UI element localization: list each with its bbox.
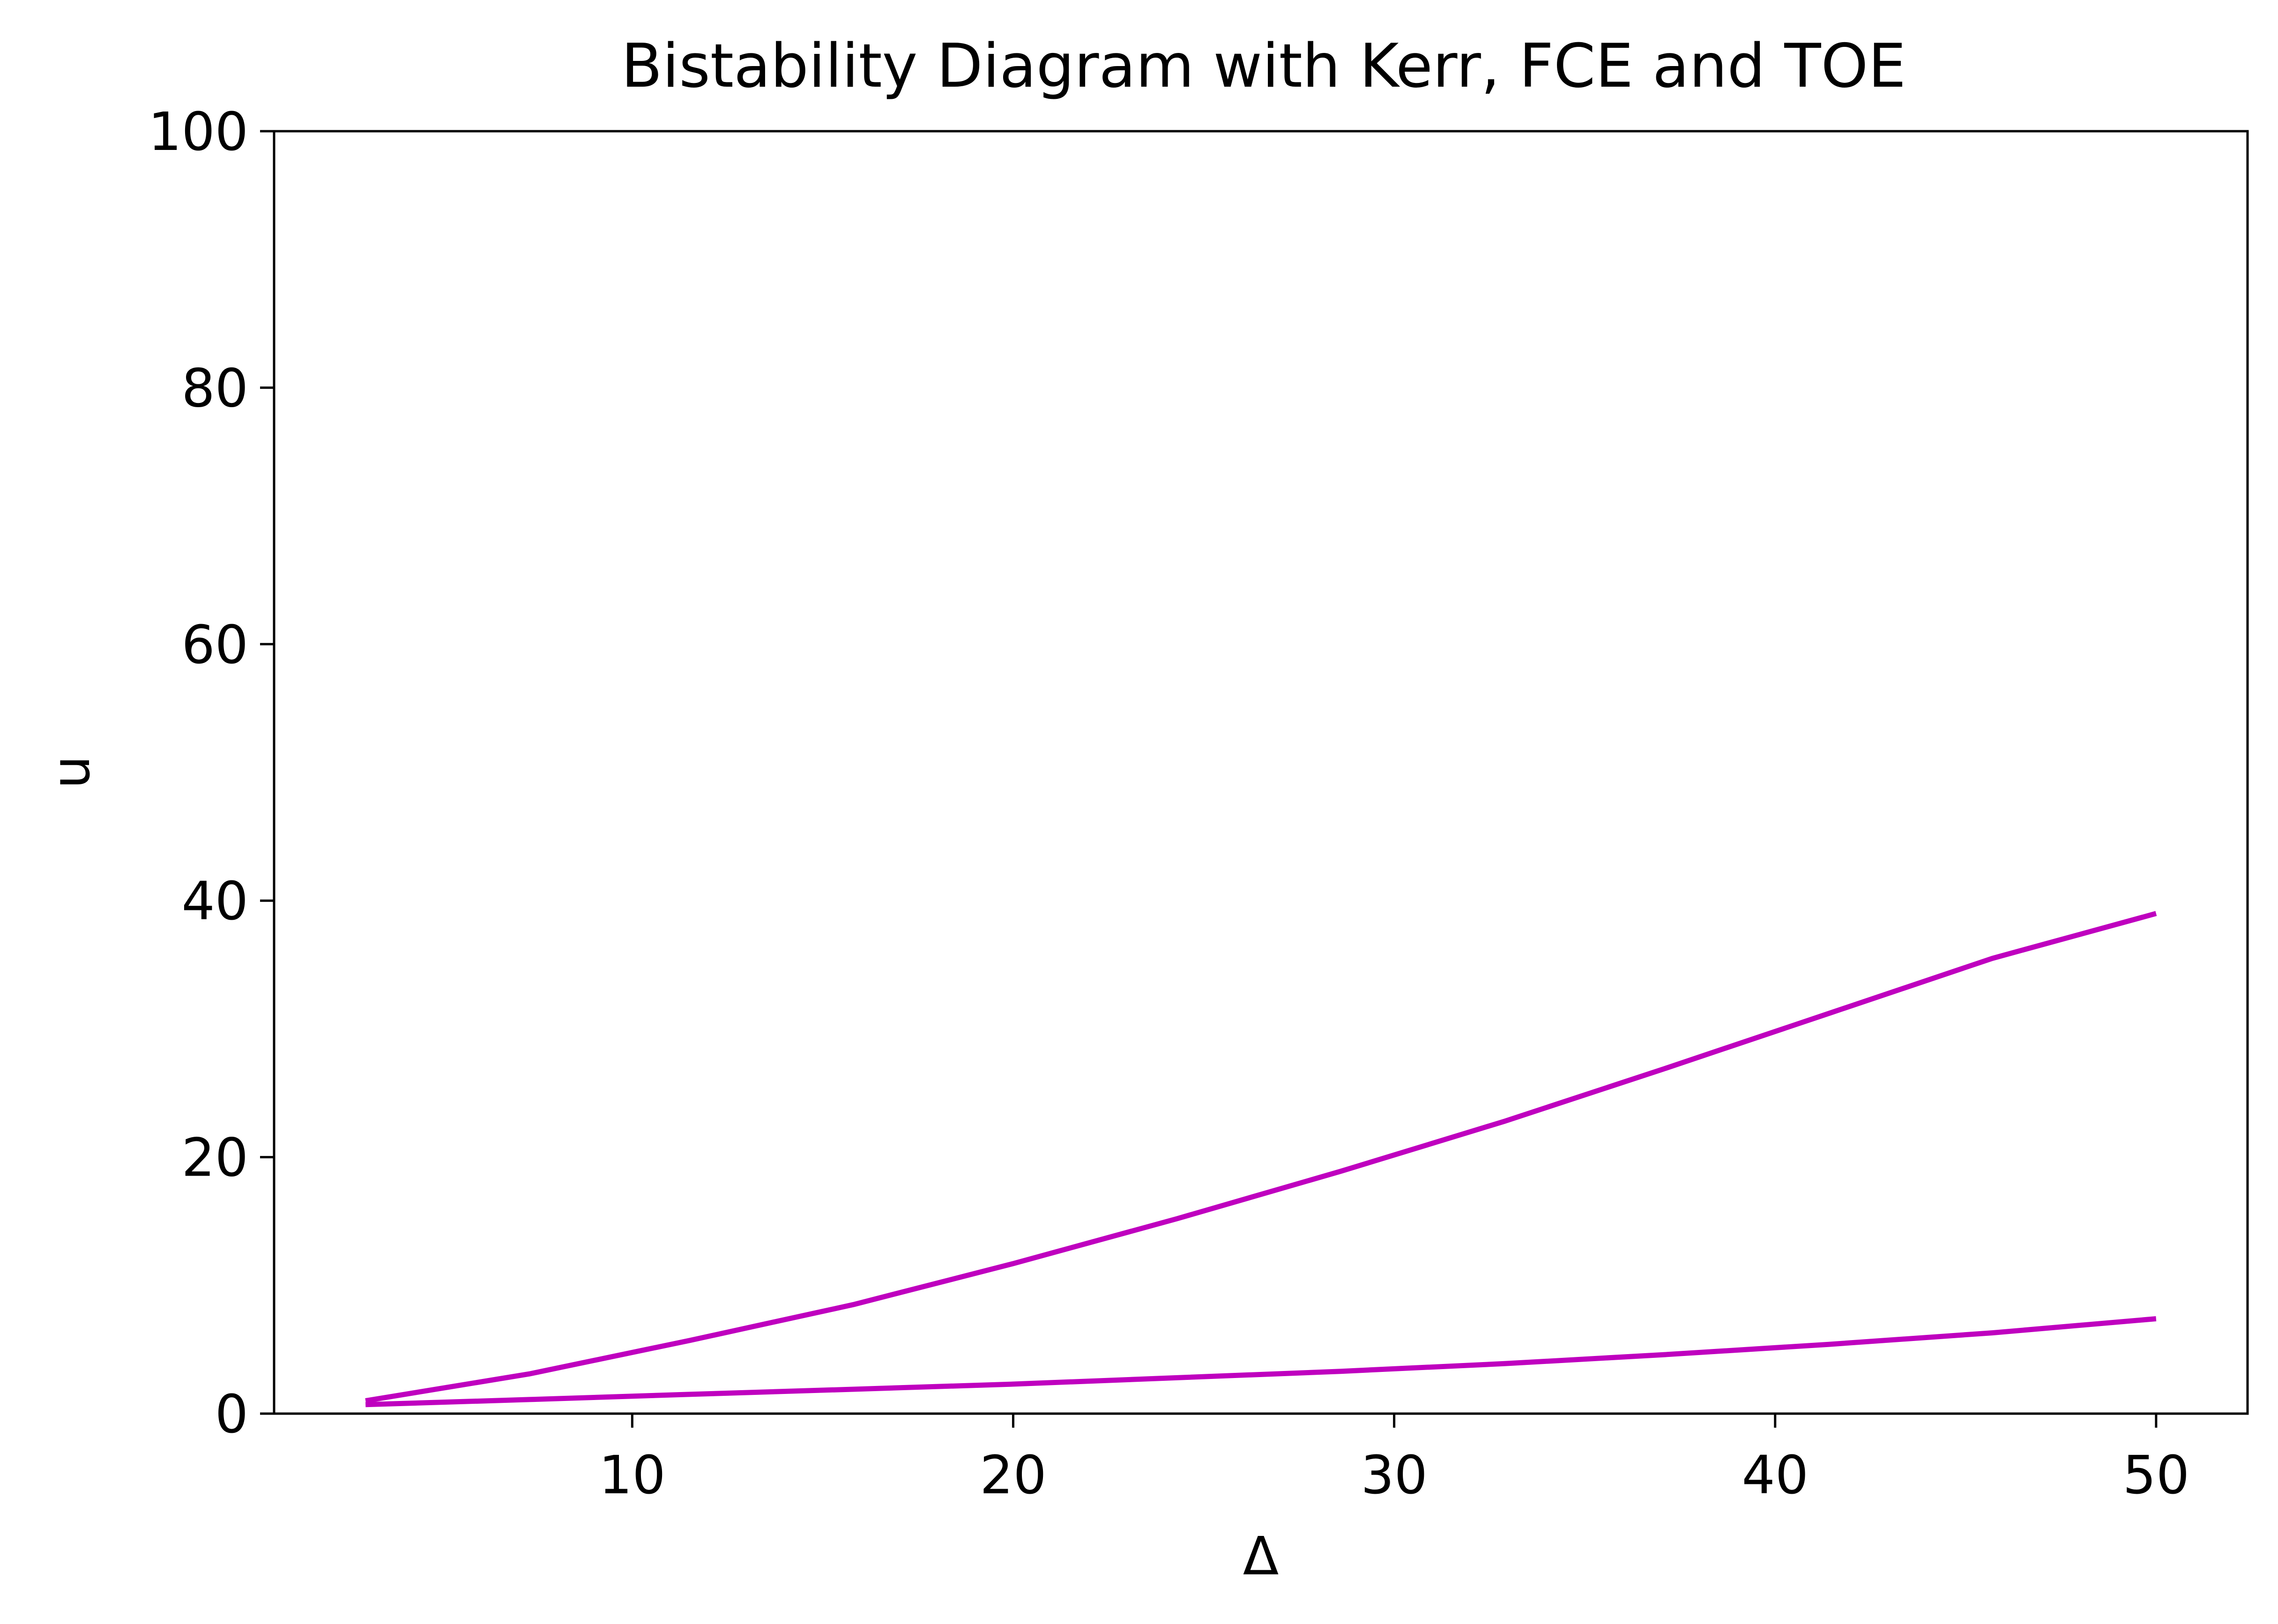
x-axis-label: Δ [1243,1526,1279,1587]
y-axis-label: u [41,756,102,789]
series-layer [365,911,2157,1408]
y-tick-label: 60 [181,615,248,676]
y-ticks: 0 20 40 60 80 100 [148,102,274,1445]
series-line-2 [365,1316,2157,1408]
series-line-1 [365,911,2157,1404]
x-ticks: 10 20 30 40 50 [599,1414,2189,1506]
x-tick-label: 50 [2123,1445,2190,1506]
plot-frame [273,130,2249,1415]
y-tick-label: 100 [148,102,248,163]
y-tick-label: 40 [181,871,248,932]
x-tick-label: 40 [1742,1445,1809,1506]
y-tick-label: 80 [181,358,248,419]
chart-title: Bistability Diagram with Kerr, FCE and T… [621,31,1906,101]
y-tick-label: 0 [215,1384,248,1445]
y-tick-label: 20 [181,1128,248,1189]
x-tick-label: 20 [980,1445,1047,1506]
x-tick-label: 10 [599,1445,666,1506]
x-tick-label: 30 [1361,1445,1428,1506]
